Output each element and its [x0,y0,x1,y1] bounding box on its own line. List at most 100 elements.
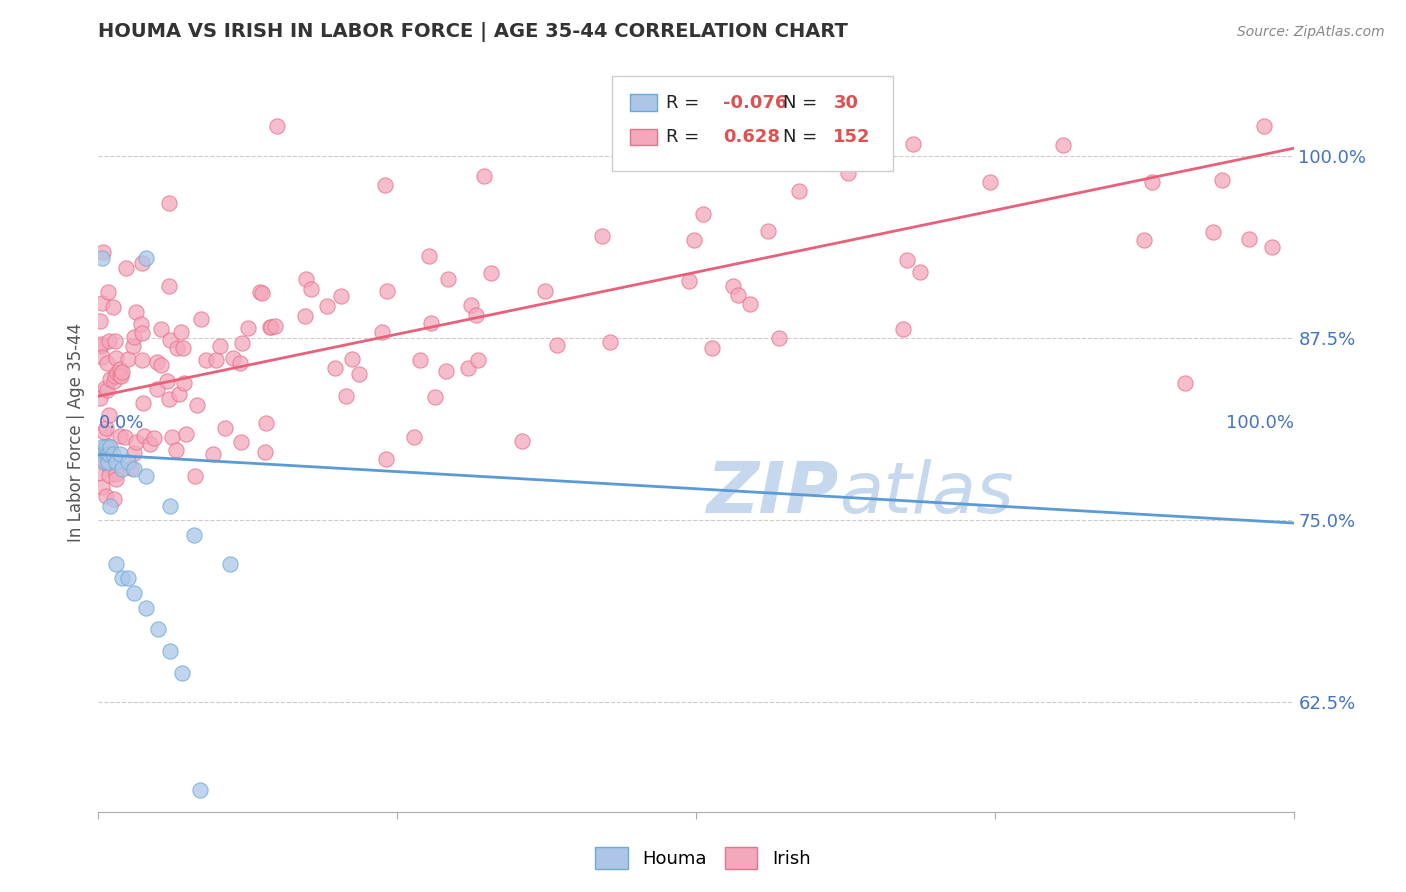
Point [437,272,460,286]
Point [263,318,285,333]
Point [110,429,132,443]
Point [97,455,120,469]
Point [1140,174,1163,188]
Point [908,265,931,279]
Point [1260,240,1282,254]
Point [111,571,134,585]
Point [98,334,121,348]
Point [682,233,704,247]
Point [91,350,114,364]
Point [170,325,193,339]
Point [209,338,232,352]
Text: 100.0%: 100.0% [1226,414,1294,432]
Text: 0.0%: 0.0% [98,414,143,432]
Point [370,325,392,339]
Point [156,374,179,388]
Point [91,440,114,454]
Point [678,274,700,288]
Point [190,311,212,326]
Point [335,389,357,403]
Point [105,366,128,380]
Point [259,319,281,334]
Y-axis label: In Labor Force | Age 35-44: In Labor Force | Age 35-44 [67,323,86,542]
Point [1202,225,1225,239]
Point [91,453,114,467]
Point [301,282,323,296]
Point [131,255,153,269]
Point [260,319,283,334]
Point [108,368,131,383]
Point [254,416,277,430]
Point [115,260,138,275]
Point [125,435,148,450]
Point [159,196,181,211]
Point [89,466,111,480]
Text: R =: R = [666,94,704,112]
Point [98,499,122,513]
Point [214,421,236,435]
Point [131,353,153,368]
Point [135,600,157,615]
Point [891,322,914,336]
Point [117,455,139,469]
Text: -0.076: -0.076 [724,94,787,112]
Point [96,356,118,370]
Text: HOUMA VS IRISH IN LABOR FORCE | AGE 35-44 CORRELATION CHART: HOUMA VS IRISH IN LABOR FORCE | AGE 35-4… [98,21,848,42]
Point [94,440,117,454]
Point [172,666,194,681]
Point [340,352,363,367]
Point [250,286,273,301]
Point [183,468,205,483]
Point [752,136,775,150]
FancyBboxPatch shape [613,77,893,171]
Point [150,322,173,336]
Point [420,316,443,330]
FancyBboxPatch shape [630,128,657,145]
Point [122,330,145,344]
Point [740,297,762,311]
Point [165,443,187,458]
Point [173,376,195,391]
Point [124,462,146,476]
Point [472,169,495,183]
Point [135,251,157,265]
Point [90,339,112,353]
Point [131,317,153,331]
Point [1133,233,1156,247]
Point [423,390,446,404]
Point [195,352,218,367]
Text: 0.628: 0.628 [724,128,780,146]
Point [104,467,127,481]
Point [104,368,127,383]
Point [93,381,115,395]
Point [105,455,128,469]
Point [104,334,127,349]
Point [120,460,142,475]
Point [374,178,396,192]
Point [98,467,121,482]
Point [236,321,259,335]
Point [591,228,613,243]
Point [254,445,277,459]
Text: N =: N = [783,94,823,112]
Point [830,120,852,134]
Point [837,166,859,180]
Point [101,301,124,315]
Point [94,420,117,434]
Point [122,446,145,460]
Point [89,391,111,405]
Text: N =: N = [783,128,823,146]
Point [114,430,136,444]
Point [294,309,316,323]
Point [465,308,488,322]
Point [599,335,621,350]
Point [1237,232,1260,246]
Point [139,436,162,450]
Point [98,448,121,462]
Point [148,623,170,637]
Point [160,430,183,444]
Point [231,335,253,350]
Point [534,284,557,298]
Point [94,490,117,504]
Point [460,298,482,312]
